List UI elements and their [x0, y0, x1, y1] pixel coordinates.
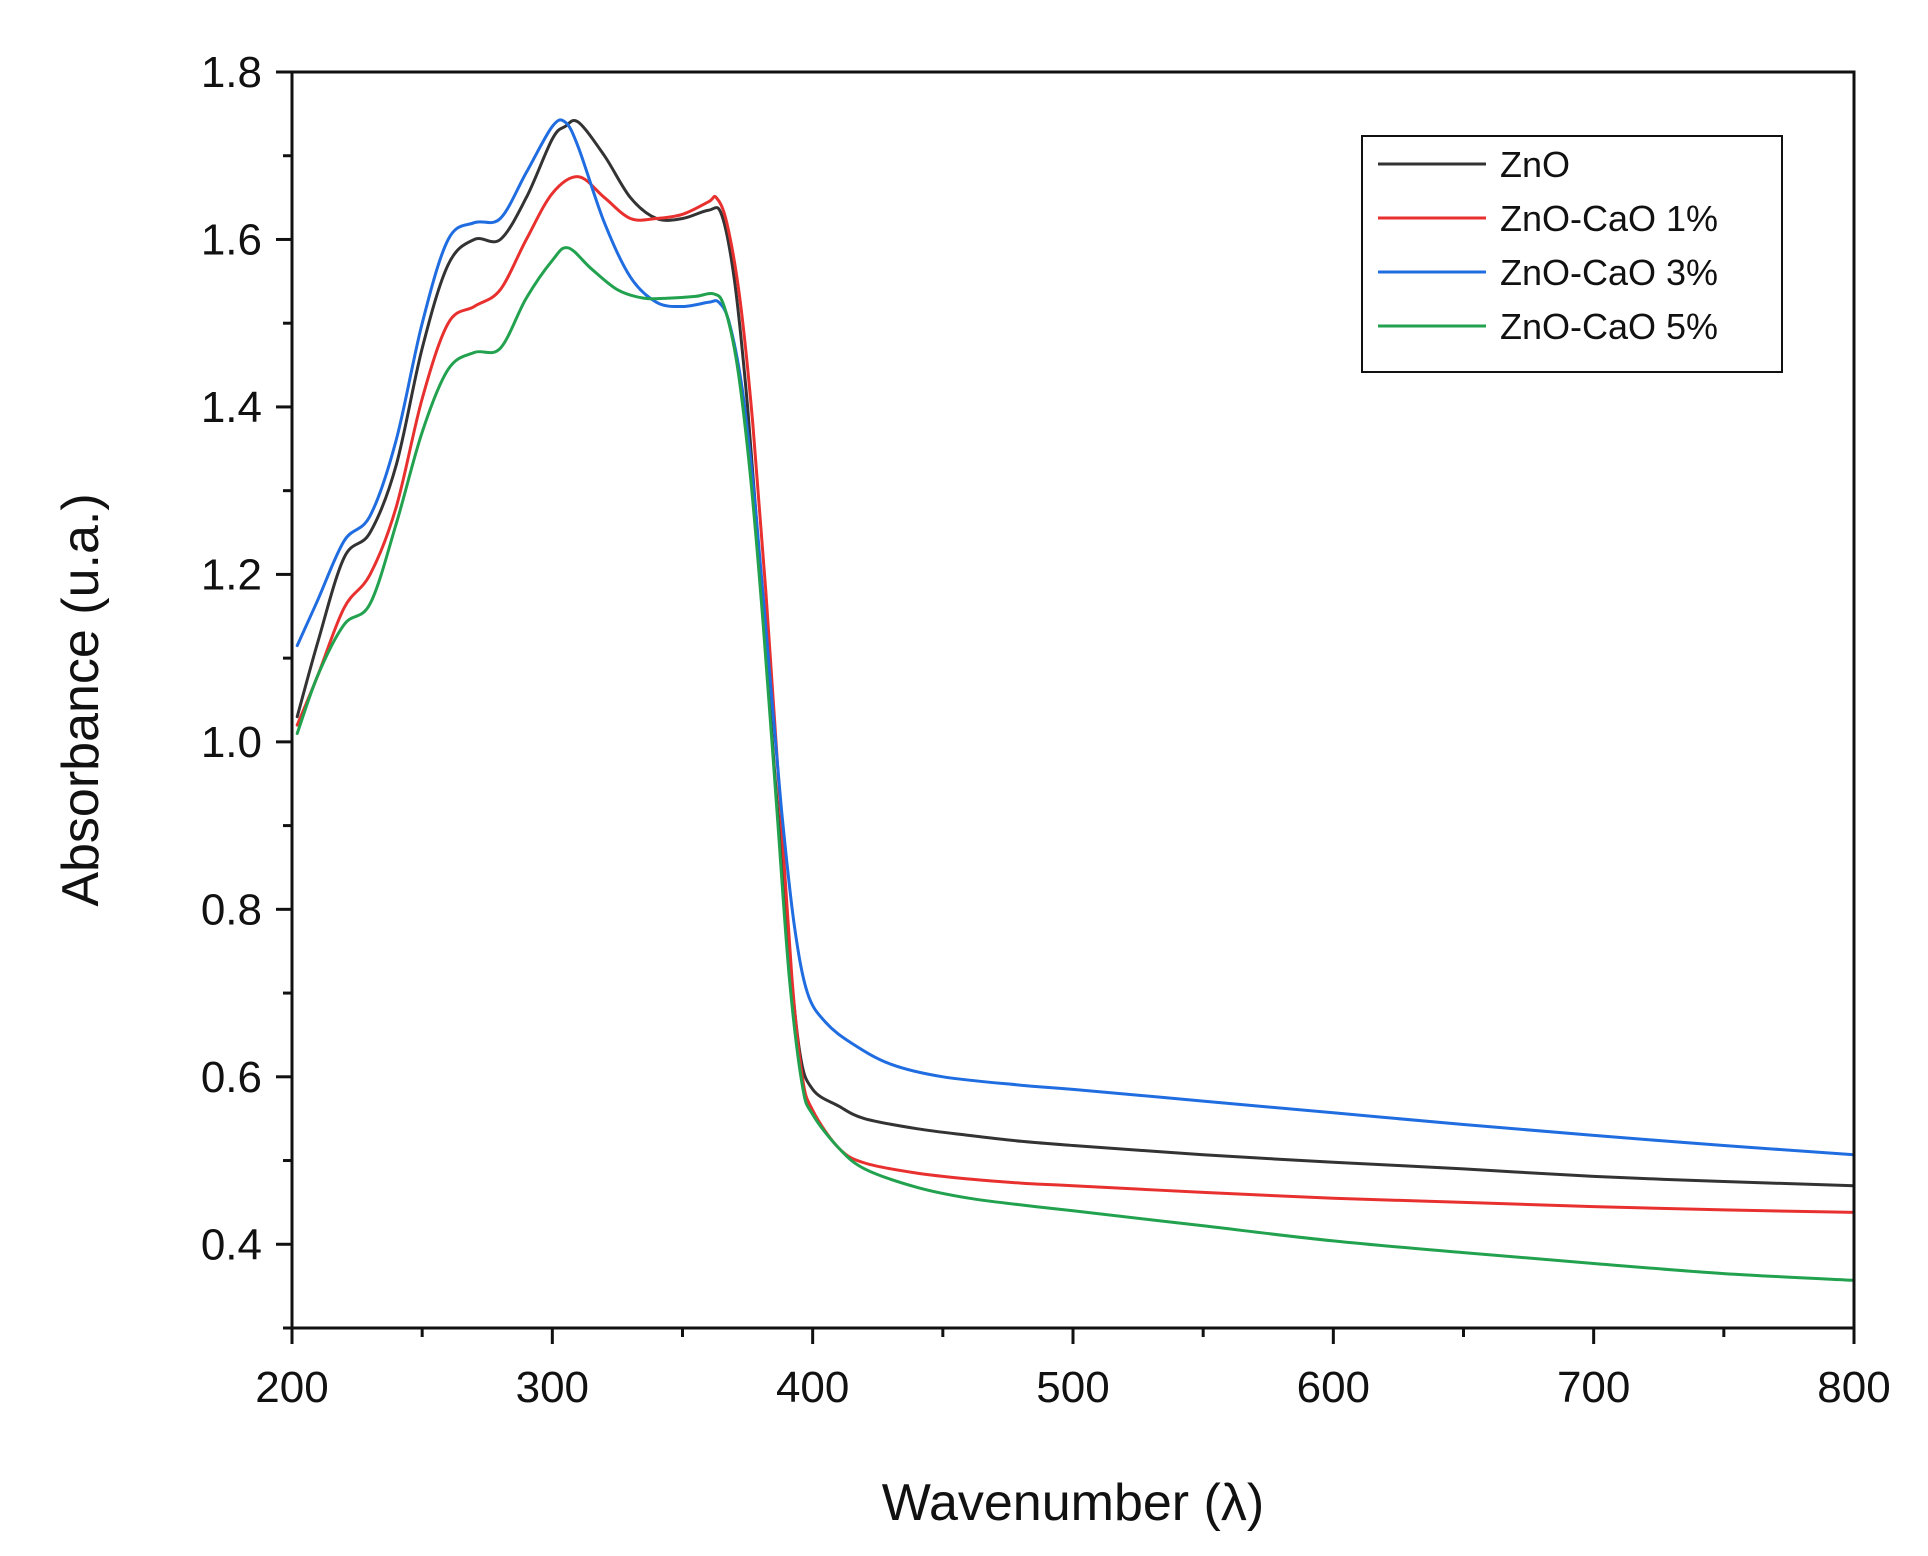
- y-tick-label: 0.6: [201, 1053, 262, 1102]
- x-tick-label: 500: [1036, 1363, 1109, 1412]
- y-tick-label: 1.6: [201, 215, 262, 264]
- y-tick-label: 1.0: [201, 718, 262, 767]
- series-layer: [295, 118, 1856, 1282]
- x-tick-label: 800: [1817, 1363, 1890, 1412]
- y-tick-label: 1.8: [201, 48, 262, 97]
- x-axis-ticks: 200 300 400 500 600 700 800: [255, 1328, 1891, 1412]
- series-line-zno: [295, 118, 1856, 1188]
- x-tick-label: 200: [255, 1363, 328, 1412]
- y-axis-ticks: 0.4 0.6 0.8 1.0 1.2 1.4 1.6 1.8: [201, 48, 292, 1269]
- series-line-zno-cao-3: [295, 118, 1856, 1157]
- y-tick-label: 0.4: [201, 1220, 262, 1269]
- legend-label-zno: ZnO: [1500, 144, 1570, 185]
- legend-label-zno-cao-1: ZnO-CaO 1%: [1500, 198, 1718, 239]
- series-line-zno-cao-1: [295, 175, 1856, 1214]
- legend-label-zno-cao-5: ZnO-CaO 5%: [1500, 306, 1718, 347]
- legend-box: [1361, 135, 1783, 373]
- y-axis-title: Absorbance (u.a.): [52, 493, 110, 906]
- x-tick-label: 300: [516, 1363, 589, 1412]
- x-tick-label: 700: [1557, 1363, 1630, 1412]
- y-tick-label: 1.2: [201, 550, 262, 599]
- x-tick-label: 400: [776, 1363, 849, 1412]
- x-tick-label: 600: [1297, 1363, 1370, 1412]
- series-line-zno-cao-5: [295, 246, 1856, 1282]
- y-tick-label: 0.8: [201, 885, 262, 934]
- legend-label-zno-cao-3: ZnO-CaO 3%: [1500, 252, 1718, 293]
- y-tick-label: 1.4: [201, 383, 262, 432]
- x-axis-title: Wavenumber (λ): [882, 1474, 1264, 1532]
- legend: ZnO ZnO-CaO 1% ZnO-CaO 3% ZnO-CaO 5%: [1361, 135, 1783, 373]
- plot-frame: [290, 70, 1856, 1330]
